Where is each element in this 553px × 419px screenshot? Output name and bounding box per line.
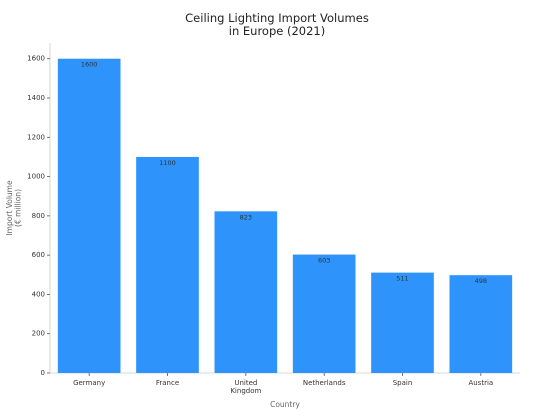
y-tick-label: 1200 [27,133,45,141]
value-label: 823 [240,213,252,221]
y-axis-label: Import Volume(€ million) [5,180,23,236]
y-tick-label: 1400 [27,94,45,102]
x-tick-label: United Kingdom [230,379,261,395]
x-tick-label: Spain [393,379,413,387]
y-tick-label: 600 [32,251,45,259]
y-tick-label: 1600 [27,55,45,63]
bar [292,254,356,373]
bar [136,156,199,373]
bar [449,275,513,373]
chart-title: Ceiling Lighting Import Volumes in Europe… [185,11,369,38]
bar [57,58,121,373]
y-tick-label: 400 [32,290,45,298]
y-tick-label: 1000 [27,173,45,181]
bar [371,272,434,373]
value-label: 498 [475,277,487,285]
x-tick-label: Netherlands [303,379,346,387]
value-label: 511 [396,275,408,283]
bar [214,211,278,373]
x-axis-label: Country [270,400,300,409]
x-tick-label: France [156,379,179,387]
y-tick-label: 800 [32,212,45,220]
x-tick-label: Austria [468,379,493,387]
x-tick-label: Germany [73,379,105,387]
y-tick-label: 0 [41,369,45,377]
y-tick-label: 200 [32,330,45,338]
value-label: 1100 [159,159,176,167]
value-label: 1600 [81,61,98,69]
value-label: 603 [318,257,330,265]
